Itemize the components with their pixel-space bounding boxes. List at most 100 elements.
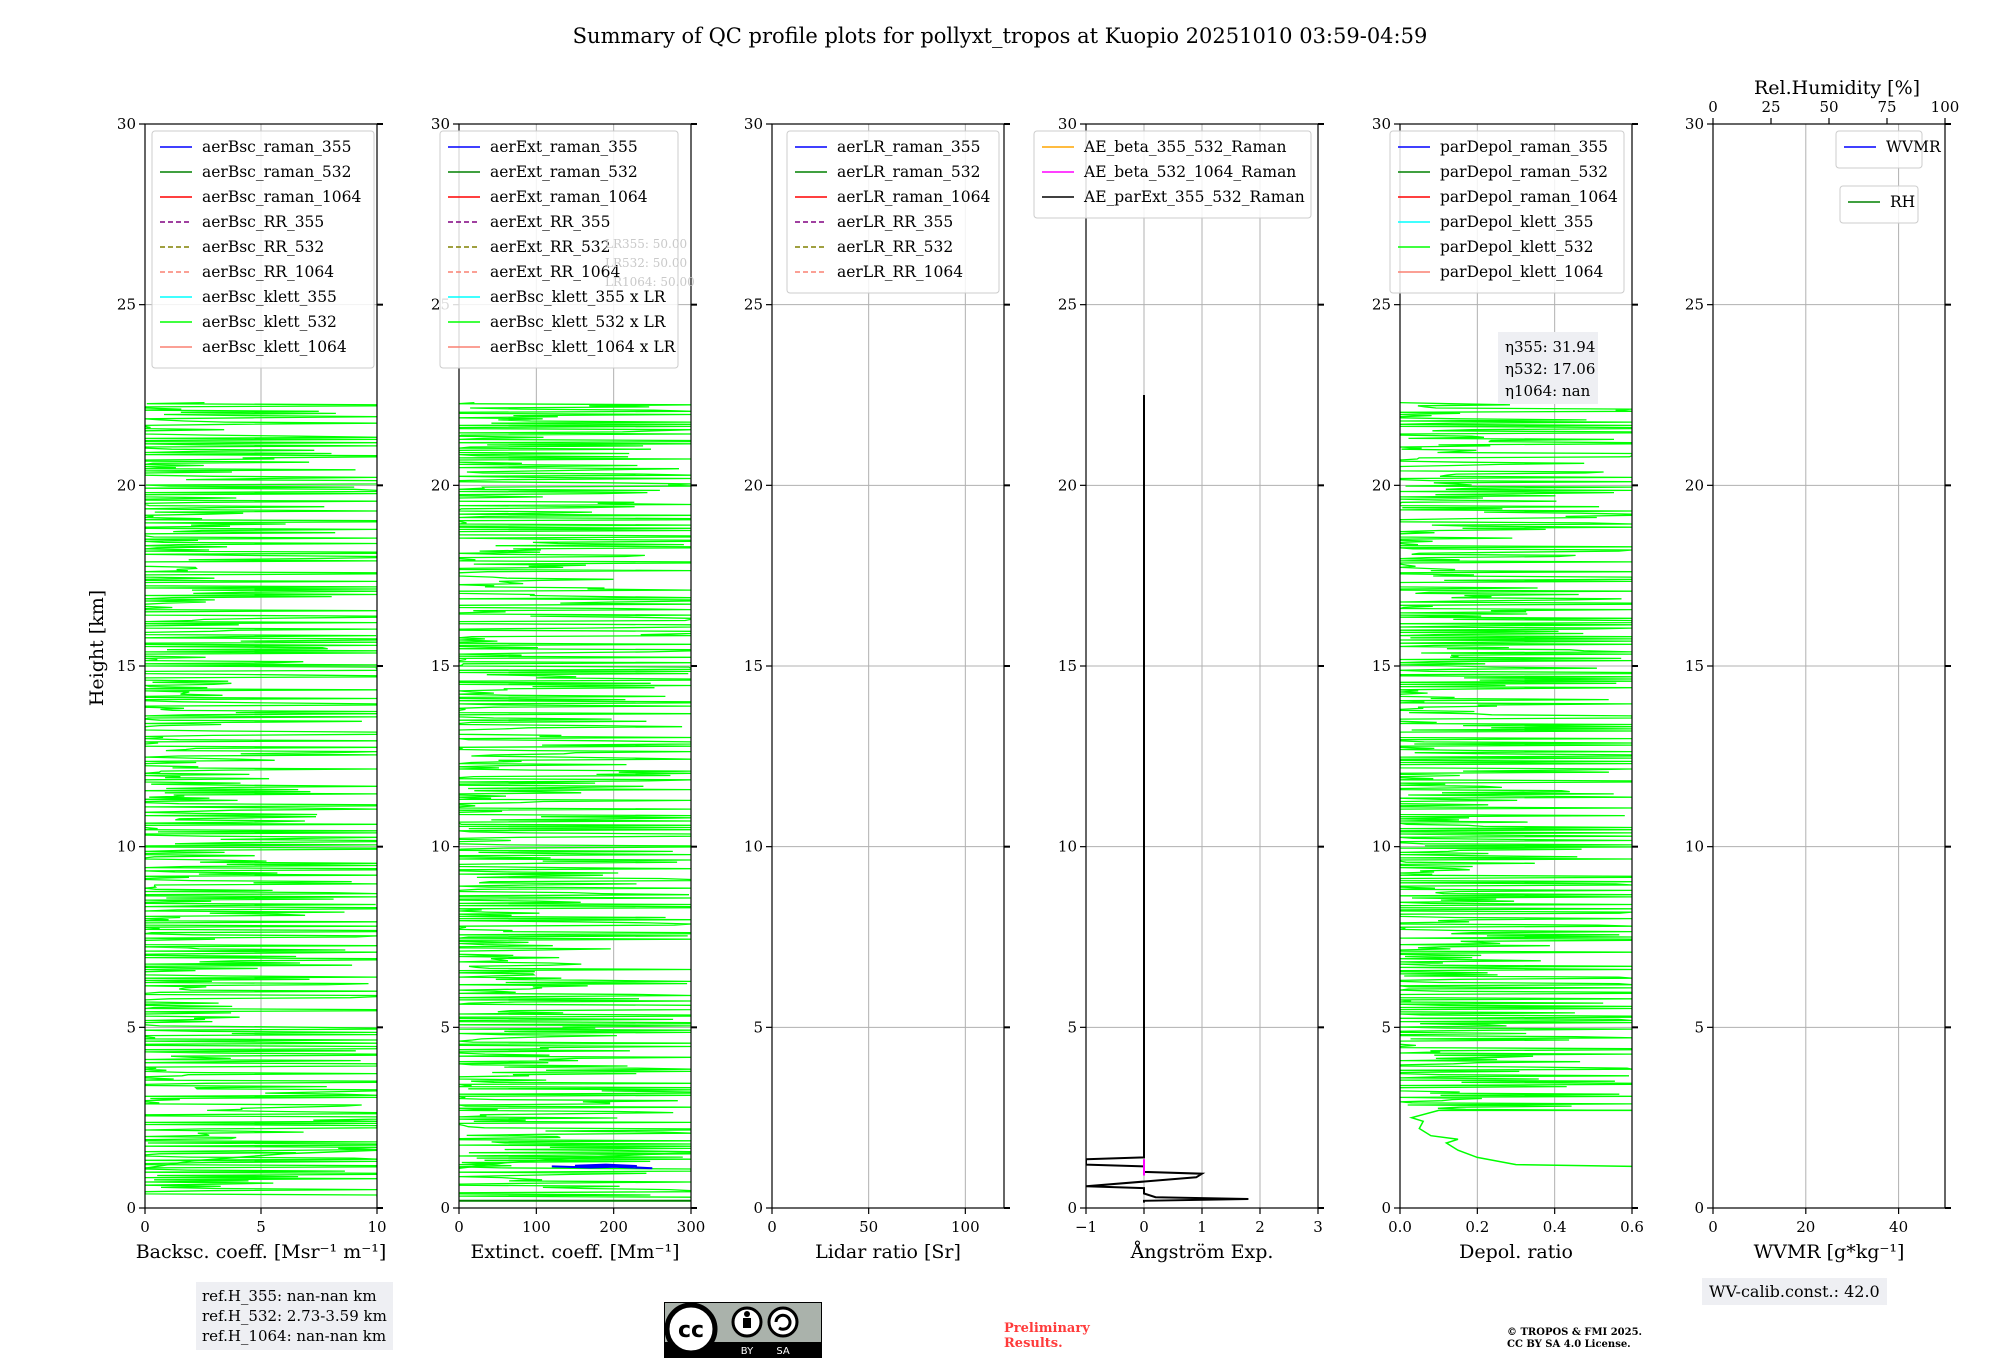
- legend: AE_beta_355_532_Raman AE_beta_532_1064_Ra…: [1033, 130, 1312, 219]
- preliminary-line-1: Preliminary: [1004, 1321, 1090, 1336]
- y-tick-label: 0: [753, 1199, 763, 1217]
- y-tick-label: 10: [1058, 838, 1077, 856]
- preliminary-line-2: Results.: [1004, 1336, 1063, 1351]
- y-tick-label: 20: [1372, 476, 1391, 494]
- legend-label: aerBsc_RR_355: [202, 213, 324, 231]
- x-tick-label: 0: [454, 1218, 464, 1236]
- x-tick-label: 1: [1197, 1218, 1207, 1236]
- x-tick-label: 0: [140, 1218, 150, 1236]
- y-tick-label: 30: [1372, 115, 1391, 133]
- y-tick-label: 15: [117, 657, 136, 675]
- x-tick-label: 40: [1889, 1218, 1908, 1236]
- x-tick-label: 50: [859, 1218, 878, 1236]
- legend: aerBsc_raman_355 aerBsc_raman_532 aerBsc_r…: [151, 130, 375, 369]
- x-tick-label: 0: [767, 1218, 777, 1236]
- series-group: [1400, 401, 1632, 1168]
- x-tick-label: 3: [1313, 1218, 1323, 1236]
- legend-label: aerExt_RR_532: [490, 238, 611, 256]
- cc-license-logo[interactable]: cc BY SA: [664, 1302, 822, 1358]
- legend-label: aerBsc_raman_532: [202, 163, 352, 181]
- legend-label: parDepol_raman_532: [1440, 163, 1608, 181]
- legend-label: aerLR_RR_355: [837, 213, 953, 231]
- ref-height-1064: ref.H_1064: nan-nan km: [202, 1327, 387, 1345]
- series-aerBsc_klett_532-x-LR: [459, 401, 691, 1198]
- x-axis-label: Lidar ratio [Sr]: [815, 1241, 961, 1263]
- panel-lidar_ratio: 0 5 10 15 20 25 30 0 50 100 Lidar ratio [Sr] aerLR_…: [744, 115, 1010, 1263]
- y-tick-label: 30: [744, 115, 763, 133]
- legend: WVMR: [1835, 130, 1942, 169]
- y-tick-label: 15: [431, 657, 450, 675]
- legend-secondary: RH: [1839, 185, 1919, 224]
- legend-label: aerExt_raman_532: [490, 163, 638, 181]
- eta-box: [1498, 332, 1598, 404]
- y-tick-label: 20: [1058, 476, 1077, 494]
- legend-label: aerLR_raman_1064: [837, 188, 990, 206]
- y-tick-label: 25: [744, 296, 763, 314]
- legend-label: WVMR: [1886, 138, 1942, 156]
- cc-sa-label: SA: [776, 1346, 790, 1357]
- y-tick-label: 0: [1381, 1199, 1391, 1217]
- panel-backscatter: 0 5 10 15 20 25 30 0 5 10 Backsc. coeff. [Msr⁻¹ m⁻…: [117, 115, 387, 1263]
- panel-extinction: 0510152025300100200300Extinct. coeff. [M…: [431, 115, 705, 1263]
- x-axis-label: Backsc. coeff. [Msr⁻¹ m⁻¹]: [136, 1241, 387, 1263]
- by-icon: [731, 1306, 763, 1338]
- eta-note: η355: 31.94: [1505, 338, 1595, 356]
- y-tick-label: 15: [1372, 657, 1391, 675]
- ref-height-532: ref.H_532: 2.73-3.59 km: [202, 1307, 387, 1325]
- y-tick-label: 15: [1058, 657, 1077, 675]
- preliminary-note: Preliminary Results.: [1004, 1321, 1090, 1351]
- legend-frame: [151, 130, 375, 369]
- legend-label: aerExt_raman_355: [490, 138, 638, 156]
- x-axis-label: Depol. ratio: [1459, 1241, 1573, 1263]
- y-tick-label: 25: [1685, 296, 1704, 314]
- y-tick-label: 5: [1694, 1018, 1704, 1036]
- series-aerExt_raman_355: [551, 1163, 653, 1170]
- sa-icon: [767, 1306, 799, 1338]
- legend-frame: [1033, 130, 1312, 219]
- eta-note: η532: 17.06: [1505, 360, 1595, 378]
- eta-note: η1064: nan: [1505, 382, 1591, 400]
- x-tick-label: 0: [1139, 1218, 1149, 1236]
- legend-label: aerBsc_klett_532 x LR: [490, 313, 667, 331]
- series-aerBsc_klett_532-lower: [145, 1149, 377, 1170]
- y-tick-label: 10: [117, 838, 136, 856]
- y-tick-label: 10: [1372, 838, 1391, 856]
- x-tick-label: −1: [1075, 1218, 1097, 1236]
- top-x-tick-label: 0: [1708, 98, 1718, 116]
- y-tick-label: 20: [744, 476, 763, 494]
- x-tick-label: 0: [1708, 1218, 1718, 1236]
- lidar-ratio-note: LR355: 50.00: [605, 237, 687, 251]
- x-tick-label: 5: [256, 1218, 266, 1236]
- series-AE_parExt_355_532_Raman: [1086, 395, 1249, 1203]
- y-tick-label: 30: [117, 115, 136, 133]
- x-axis-label: WVMR [g*kg⁻¹]: [1754, 1241, 1905, 1263]
- y-tick-label: 0: [440, 1199, 450, 1217]
- legend-label: aerLR_RR_1064: [837, 263, 963, 281]
- legend-frame: [786, 130, 1000, 294]
- legend-label: AE_beta_532_1064_Raman: [1083, 163, 1296, 181]
- y-tick-label: 30: [431, 115, 450, 133]
- ref-height-355: ref.H_355: nan-nan km: [202, 1287, 377, 1305]
- copyright-line-1: © TROPOS & FMI 2025.: [1507, 1327, 1643, 1338]
- legend-label: aerBsc_klett_1064 x LR: [490, 338, 677, 356]
- legend-label: aerBsc_klett_355: [202, 288, 337, 306]
- y-tick-label: 0: [1694, 1199, 1704, 1217]
- y-tick-label: 5: [1067, 1018, 1077, 1036]
- y-tick-label: 25: [1058, 296, 1077, 314]
- top-axis-label: Rel.Humidity [%]: [1754, 77, 1920, 99]
- y-tick-label: 25: [117, 296, 136, 314]
- y-tick-label: 10: [1685, 838, 1704, 856]
- y-tick-label: 20: [1685, 476, 1704, 494]
- y-tick-label: 5: [440, 1018, 450, 1036]
- cc-logo-text: cc: [678, 1318, 704, 1343]
- legend-label: parDepol_klett_532: [1440, 238, 1593, 256]
- lidar-ratio-note: LR1064: 50.00: [605, 275, 695, 289]
- series-aerBsc_klett_532: [145, 401, 377, 1198]
- y-tick-label: 10: [744, 838, 763, 856]
- legend-label: aerBsc_klett_355 x LR: [490, 288, 667, 306]
- x-tick-label: 0.2: [1465, 1218, 1489, 1236]
- panel-depol: 0 5 10 15 20 25 30 0.0 0.2 0.4 0.6 Depol. ratio parD…: [1372, 115, 1644, 1263]
